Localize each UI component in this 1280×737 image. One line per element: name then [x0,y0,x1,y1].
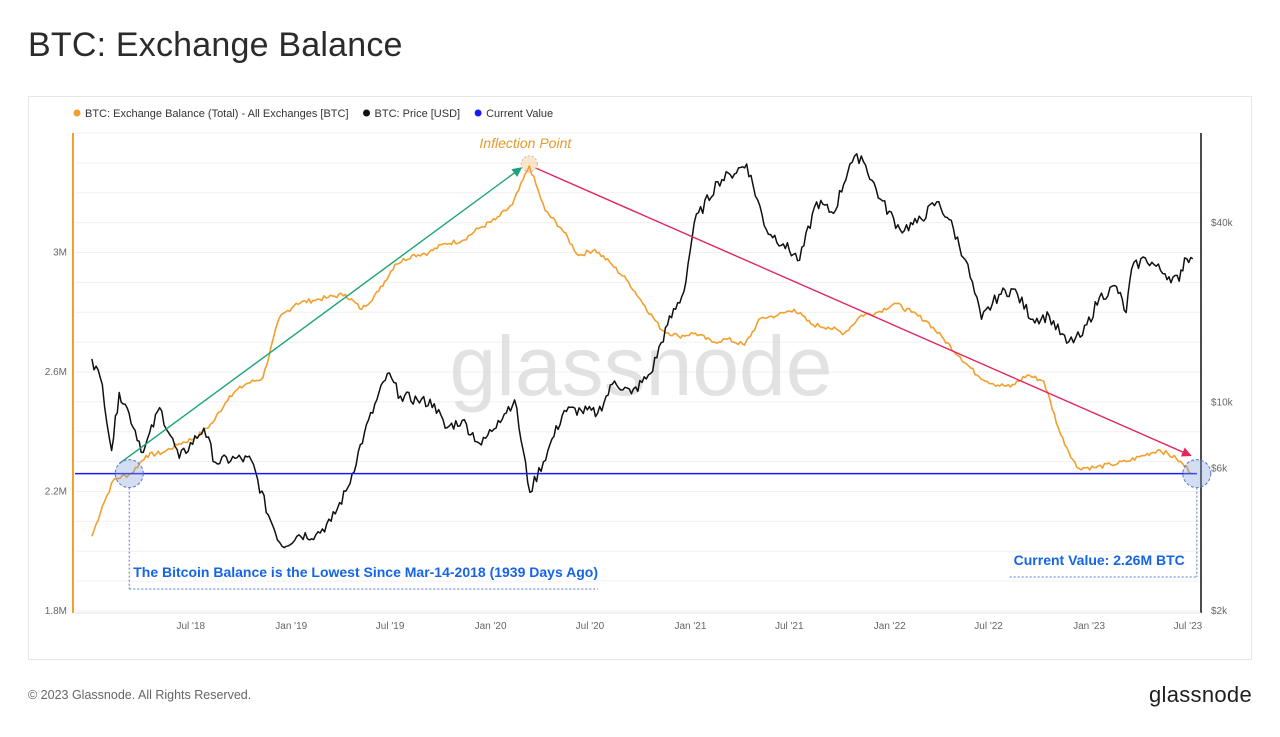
legend: BTC: Exchange Balance (Total) - All Exch… [73,108,553,120]
axes: 3M 2.6M 2.2M 1.8M $40k $10k $6k $2k Jul '18 Jan '… [45,133,1234,632]
current-value-label: Current Value: 2.26M BTC [1014,552,1185,568]
y-right-tick-label: $40k [1211,218,1234,229]
series-line-price [91,153,1194,549]
low-since-label: The Bitcoin Balance is the Lowest Since … [133,564,598,580]
x-tick-label: Jul '21 [775,621,804,632]
low-since-marker [114,459,144,489]
page-title: BTC: Exchange Balance [28,26,403,64]
legend-label-price: BTC: Price [USD] [375,108,461,120]
grid-lines [75,132,1201,612]
legend-label-balance: BTC: Exchange Balance (Total) - All Exch… [85,108,349,120]
x-tick-label: Jul '22 [974,621,1003,632]
y-left-tick-label: 2.6M [45,367,67,378]
y-left-tick-label: 1.8M [45,606,67,617]
x-tick-label: Jan '21 [674,621,706,632]
y-right-tick-label: $10k [1211,397,1234,408]
x-tick-label: Jan '23 [1073,621,1105,632]
legend-label-current: Current Value [486,108,553,120]
x-tick-label: Jul '20 [576,621,605,632]
legend-marker-price [363,109,371,117]
series-layer [75,153,1197,549]
footer-copyright: © 2023 Glassnode. All Rights Reserved. [28,688,252,702]
y-right-tick-label: $6k [1211,464,1228,475]
legend-marker-current [474,109,482,117]
y-right-tick-label: $2k [1211,606,1228,617]
chart-container: BTC: Exchange Balance (Total) - All Exch… [28,96,1252,660]
watermark: glassnode [450,319,833,413]
annotations: Inflection Point The Bitcoin Balance is t… [114,135,1212,590]
down-trend-arrow [535,167,1192,457]
x-tick-label: Jan '22 [874,621,906,632]
footer-brand-logo[interactable]: glassnode [1149,682,1252,707]
x-tick-label: Jan '19 [275,621,307,632]
up-trend-arrow [118,167,523,465]
x-tick-label: Jul '23 [1174,621,1203,632]
chart-svg: BTC: Exchange Balance (Total) - All Exch… [45,108,1234,632]
x-tick-label: Jan '20 [475,621,507,632]
inflection-point-marker [520,155,538,173]
y-left-tick-label: 2.2M [45,487,67,498]
x-tick-label: Jul '19 [376,621,405,632]
x-tick-label: Jul '18 [176,621,205,632]
current-value-marker [1182,459,1212,489]
legend-marker-balance [73,109,81,117]
series-line-balance [91,165,1193,537]
inflection-point-label: Inflection Point [479,135,572,151]
y-left-tick-label: 3M [53,248,67,259]
